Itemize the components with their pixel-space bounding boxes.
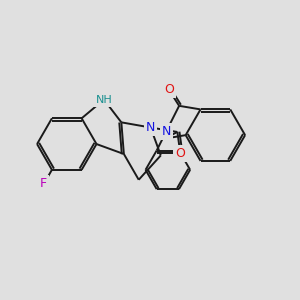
Text: F: F	[40, 178, 47, 190]
Text: N: N	[162, 125, 171, 138]
Text: O: O	[176, 147, 185, 160]
Text: NH: NH	[96, 94, 112, 105]
Text: O: O	[164, 83, 174, 96]
Text: N: N	[146, 121, 155, 134]
